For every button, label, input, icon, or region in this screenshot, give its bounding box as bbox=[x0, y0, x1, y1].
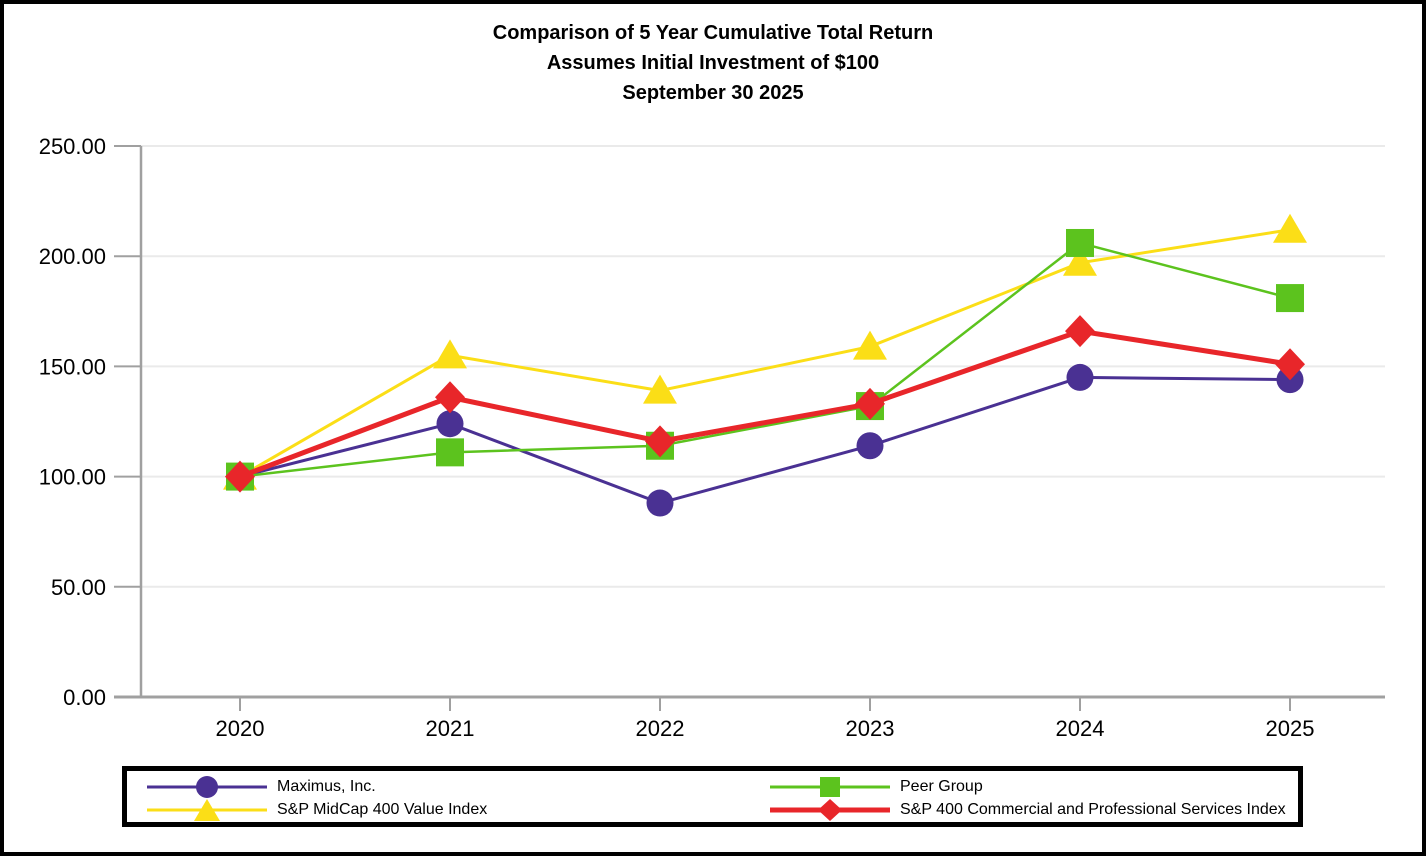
y-axis-tick-label: 50.00 bbox=[51, 575, 106, 600]
x-axis-tick-label: 2024 bbox=[1056, 716, 1105, 741]
legend-box: Maximus, Inc. Peer Group S&P MidCap 400 Va… bbox=[122, 766, 1303, 827]
y-axis-tick-label: 150.00 bbox=[39, 354, 106, 379]
y-axis-tick-label: 250.00 bbox=[39, 134, 106, 159]
chart-title-line-2: Assumes Initial Investment of $100 bbox=[546, 52, 880, 74]
y-axis-tick-label: 200.00 bbox=[39, 244, 106, 269]
legend-item-sp-400-commercial-and-professional-services-index: S&P 400 Commercial and Professional Serv… bbox=[768, 799, 1286, 821]
legend-swatch-diamond-icon bbox=[770, 799, 890, 821]
series-line-peer-group bbox=[239, 241, 1291, 478]
legend-label: Peer Group bbox=[900, 778, 983, 795]
legend-swatch-triangle-icon bbox=[147, 799, 267, 821]
marker-maximus-inc-2024 bbox=[1066, 363, 1094, 391]
marker-sp-midcap-400-value-index-2024 bbox=[1063, 246, 1097, 276]
y-axis-tick-label: 100.00 bbox=[39, 465, 106, 490]
marker-sp-400-commercial-and-professional-services-index-2023 bbox=[855, 387, 885, 420]
series-line-sp-midcap-400-value-index bbox=[239, 228, 1291, 478]
legend-label: S&P 400 Commercial and Professional Serv… bbox=[900, 801, 1286, 818]
marker-sp-midcap-400-value-index-2022 bbox=[643, 374, 677, 404]
marker-sp-400-commercial-and-professional-services-index-2022 bbox=[645, 425, 675, 458]
legend-swatch-square-icon bbox=[770, 777, 890, 797]
chart-title-line-1: Comparison of 5 Year Cumulative Total Re… bbox=[492, 22, 934, 44]
series-line-sp-400-commercial-and-professional-services-index bbox=[239, 328, 1291, 479]
legend-item-maximus-inc: Maximus, Inc. bbox=[145, 776, 376, 798]
x-axis-tick-label: 2022 bbox=[636, 716, 685, 741]
marker-peer-group-2025 bbox=[1276, 284, 1304, 313]
x-axis-tick-label: 2020 bbox=[216, 716, 265, 741]
chart-title-block: Comparison of 5 Year Cumulative Total Re… bbox=[0, 18, 1426, 108]
marker-sp-400-commercial-and-professional-services-index-2020 bbox=[225, 460, 255, 493]
series-line-maximus-inc bbox=[239, 375, 1291, 505]
marker-maximus-inc-2022 bbox=[646, 489, 674, 517]
x-axis-tick-label: 2021 bbox=[426, 716, 475, 741]
marker-maximus-inc-2021 bbox=[436, 410, 464, 438]
chart-title-line-3: September 30 2025 bbox=[622, 82, 804, 104]
x-axis-tick-label: 2025 bbox=[1266, 716, 1315, 741]
legend-label: S&P MidCap 400 Value Index bbox=[277, 801, 488, 818]
marker-sp-midcap-400-value-index-2021 bbox=[433, 339, 467, 369]
legend-label: Maximus, Inc. bbox=[277, 778, 376, 795]
marker-peer-group-2021 bbox=[436, 438, 464, 467]
marker-peer-group-2024 bbox=[1066, 228, 1094, 257]
y-axis-tick-label: 0.00 bbox=[63, 685, 106, 710]
marker-sp-midcap-400-value-index-2023 bbox=[853, 330, 887, 360]
x-axis-tick-label: 2023 bbox=[846, 716, 895, 741]
marker-sp-400-commercial-and-professional-services-index-2024 bbox=[1065, 315, 1095, 348]
legend-swatch-circle-icon bbox=[147, 776, 267, 798]
marker-maximus-inc-2023 bbox=[856, 432, 884, 460]
legend-item-sp-midcap-400-value-index: S&P MidCap 400 Value Index bbox=[145, 799, 487, 821]
marker-sp-midcap-400-value-index-2025 bbox=[1273, 213, 1307, 243]
legend-item-peer-group: Peer Group bbox=[768, 776, 983, 798]
marker-sp-400-commercial-and-professional-services-index-2025 bbox=[1275, 348, 1305, 381]
marker-sp-400-commercial-and-professional-services-index-2021 bbox=[435, 381, 465, 414]
